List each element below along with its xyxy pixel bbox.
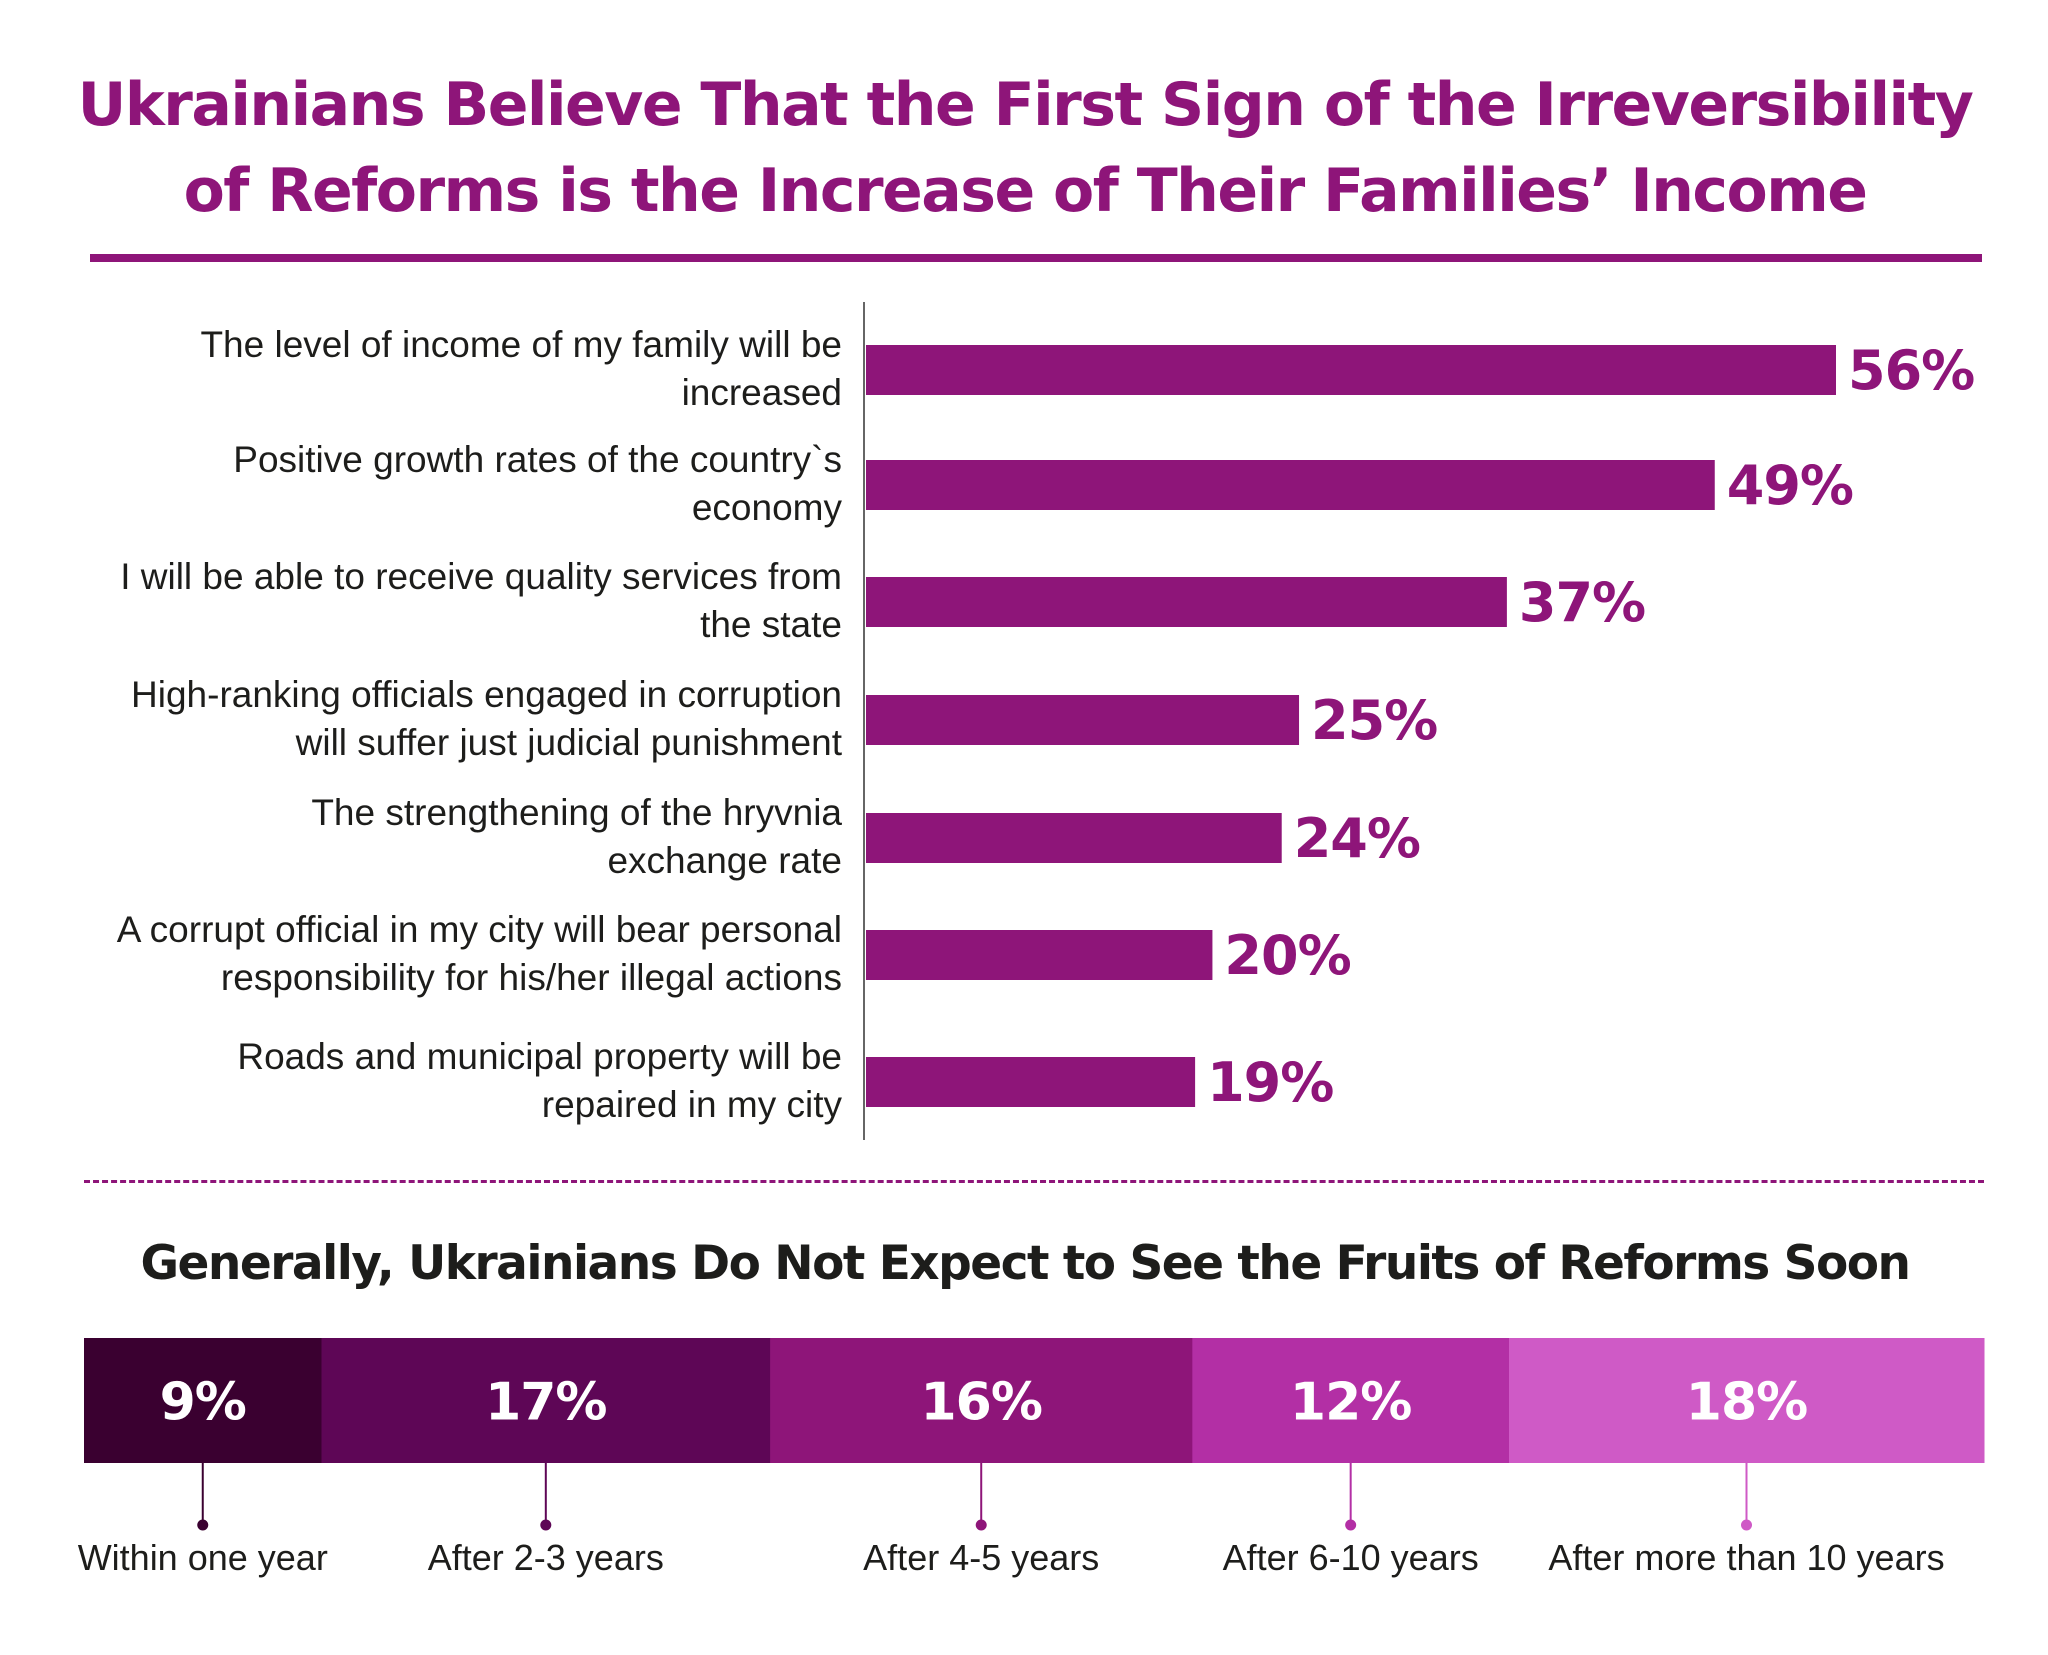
chart-title-line-1: Ukrainians Believe That the First Sign o…: [77, 70, 1974, 140]
title-underline: [90, 254, 1982, 262]
category-label-3-line-2: the state: [700, 604, 842, 645]
bar-1: [866, 345, 1836, 395]
bar-4: [866, 695, 1300, 745]
category-label-2-line-1: Positive growth rates of the country`s: [233, 439, 842, 480]
bar-value-label-1: 56%: [1848, 339, 1974, 402]
category-label-4-line-2: will suffer just judicial punishment: [295, 722, 843, 763]
stacked-chart-title: Generally, Ukrainians Do Not Expect to S…: [140, 1236, 1911, 1291]
bar-value-label-4: 25%: [1311, 689, 1437, 752]
segment-value-label-3: 16%: [920, 1373, 1041, 1433]
category-label-4-line-1: High-ranking officials engaged in corrup…: [131, 674, 842, 715]
segment-leader-dot-3: [975, 1519, 987, 1531]
segment-5: [1509, 1338, 1985, 1463]
bar-2: [866, 460, 1715, 510]
bar-5: [866, 813, 1282, 863]
segment-category-label-2: After 2-3 years: [428, 1537, 664, 1578]
bar-7: [866, 1057, 1196, 1107]
chart-title-line-2: of Reforms is the Increase of Their Fami…: [183, 156, 1868, 226]
segment-leader-dot-4: [1345, 1519, 1357, 1531]
segment-leader-dot-5: [1741, 1519, 1752, 1531]
segment-category-label-5: After more than 10 years: [1548, 1537, 1944, 1578]
category-label-1-line-2: increased: [682, 372, 842, 413]
category-label-1-line-1: The level of income of my family will be: [200, 324, 842, 365]
segment-3: [770, 1338, 1193, 1463]
category-label-6-line-2: responsibility for his/her illegal actio…: [221, 957, 842, 998]
bar-value-label-2: 49%: [1727, 454, 1853, 517]
segment-category-label-1: Within one year: [78, 1537, 328, 1578]
segment-leader-dot-1: [197, 1519, 209, 1531]
category-label-2-line-2: economy: [692, 487, 843, 528]
bar-value-label-5: 24%: [1294, 807, 1420, 870]
category-label-5-line-2: exchange rate: [607, 840, 842, 881]
segment-category-label-4: After 6-10 years: [1223, 1537, 1479, 1578]
segment-2: [321, 1338, 771, 1463]
segment-value-label-2: 17%: [485, 1373, 606, 1433]
segment-value-label-5: 18%: [1686, 1373, 1807, 1433]
category-label-7-line-1: Roads and municipal property will be: [237, 1036, 842, 1077]
segment-value-label-1: 9%: [160, 1373, 246, 1433]
bar-value-label-6: 20%: [1224, 924, 1350, 987]
segment-4: [1192, 1338, 1510, 1463]
segment-category-label-3: After 4-5 years: [863, 1537, 1099, 1578]
segment-1: [84, 1338, 322, 1463]
segment-leader-dot-2: [540, 1519, 552, 1531]
bar-value-label-3: 37%: [1519, 571, 1645, 634]
category-label-6-line-1: A corrupt official in my city will bear …: [117, 909, 842, 950]
dashed-separator: [84, 1180, 1984, 1183]
category-label-7-line-2: repaired in my city: [542, 1084, 843, 1125]
bar-6: [866, 930, 1213, 980]
chart-title: Ukrainians Believe That the First Sign o…: [60, 62, 1990, 234]
category-label-3-line-1: I will be able to receive quality servic…: [120, 556, 842, 597]
segment-value-label-4: 12%: [1290, 1373, 1411, 1433]
bar-chart: 56% The level of income of my family will…: [117, 302, 1975, 1140]
bar-value-label-7: 19%: [1207, 1051, 1333, 1114]
category-label-5-line-1: The strengthening of the hryvnia: [311, 792, 842, 833]
bar-3: [866, 577, 1507, 627]
